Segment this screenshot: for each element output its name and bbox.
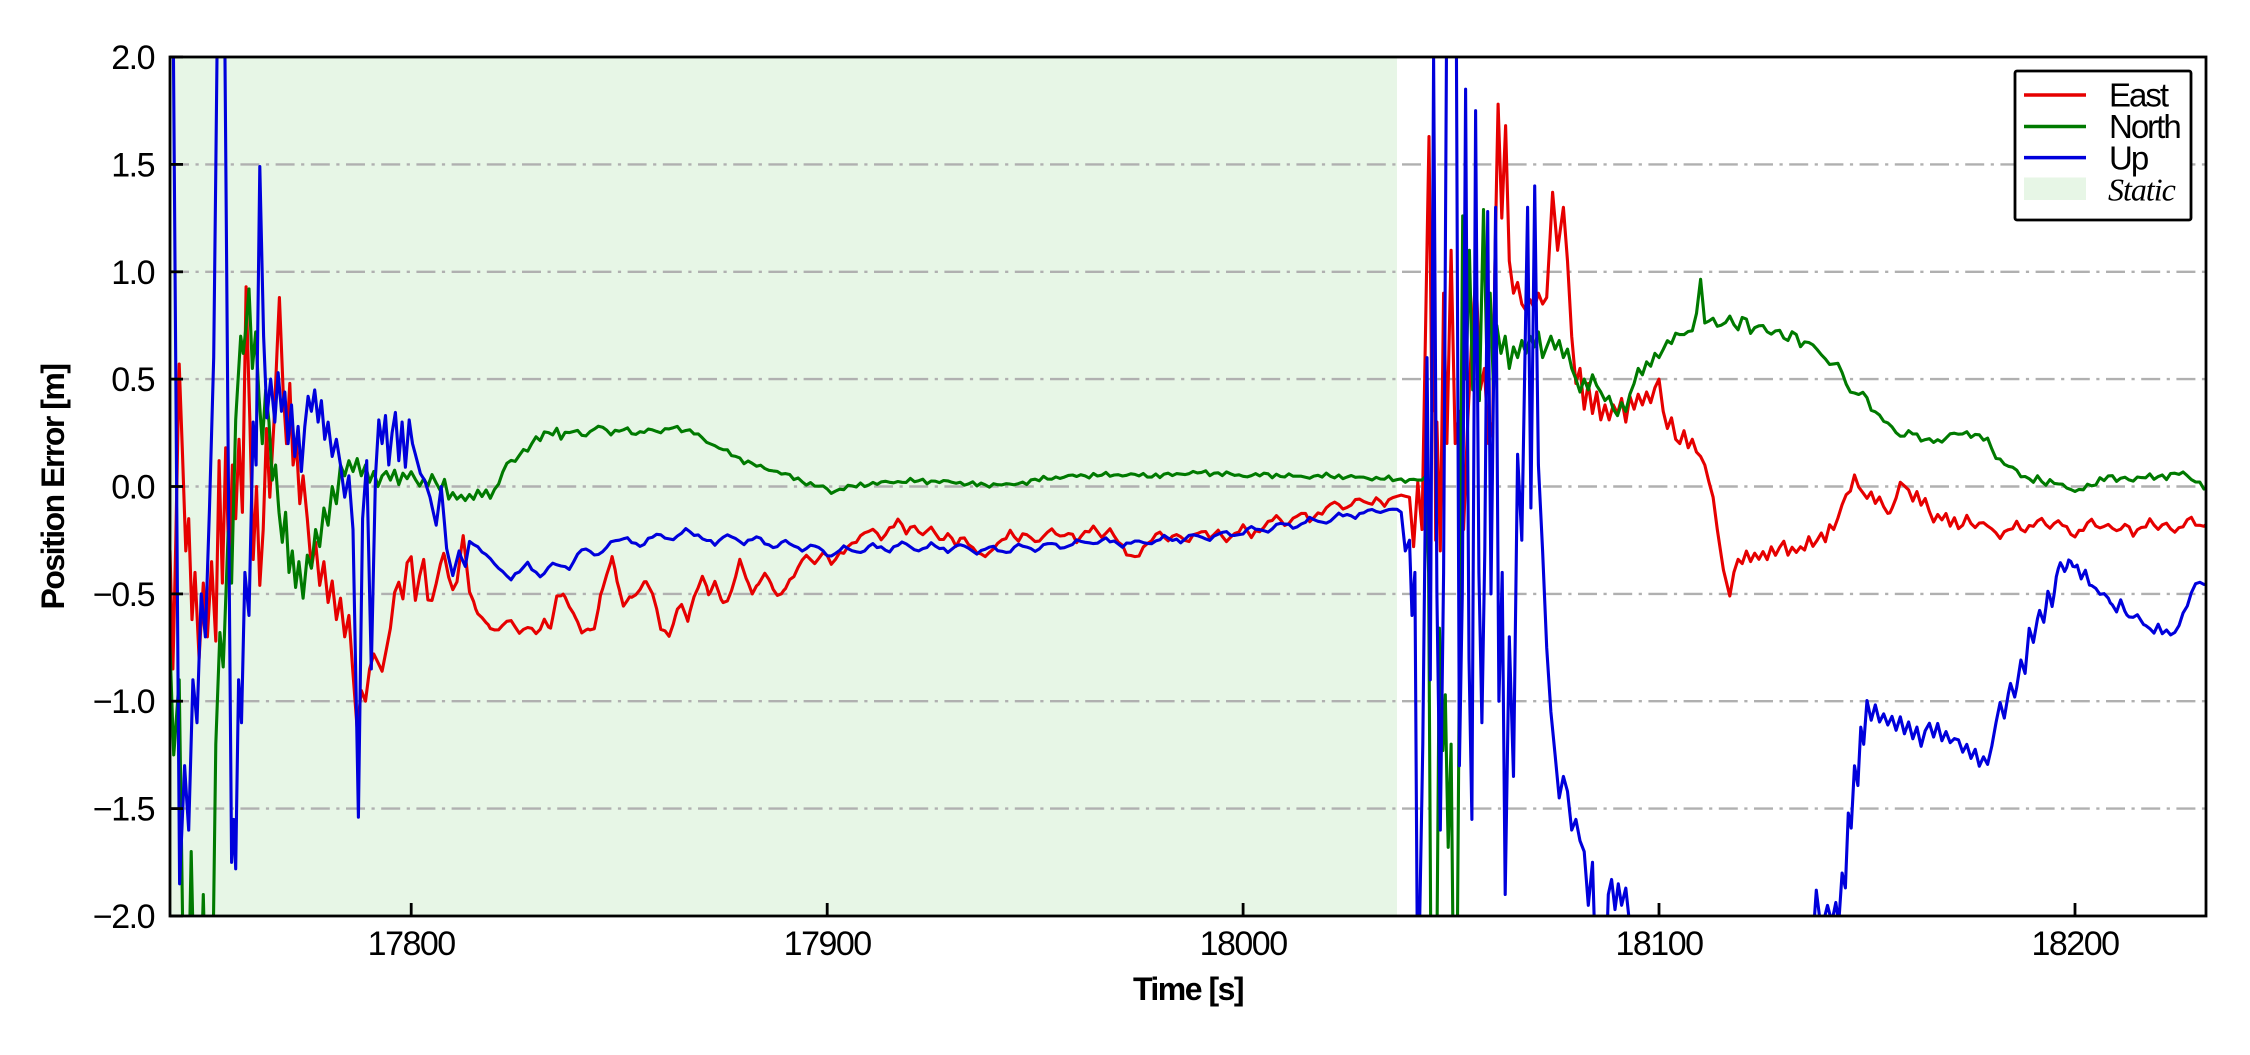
- svg-text:−2.0: −2.0: [93, 898, 155, 936]
- svg-text:Static: Static: [2108, 172, 2176, 208]
- svg-text:−1.0: −1.0: [93, 683, 155, 721]
- svg-text:Up: Up: [2109, 139, 2148, 176]
- svg-text:Time [s]: Time [s]: [1133, 971, 1243, 1007]
- svg-text:18000: 18000: [1200, 925, 1288, 963]
- svg-text:18100: 18100: [1615, 925, 1703, 963]
- svg-text:17800: 17800: [368, 925, 456, 963]
- svg-text:18200: 18200: [2031, 925, 2119, 963]
- svg-text:0.0: 0.0: [111, 469, 154, 507]
- svg-text:−0.5: −0.5: [93, 576, 155, 614]
- svg-text:Position Error [m]: Position Error [m]: [35, 364, 71, 609]
- svg-text:0.5: 0.5: [111, 361, 154, 399]
- svg-text:2.0: 2.0: [111, 39, 154, 77]
- svg-text:1.0: 1.0: [111, 254, 154, 292]
- svg-text:1.5: 1.5: [111, 146, 154, 184]
- svg-text:East: East: [2109, 77, 2169, 114]
- svg-text:17900: 17900: [784, 925, 872, 963]
- svg-text:−1.5: −1.5: [93, 791, 155, 829]
- svg-text:North: North: [2109, 108, 2180, 145]
